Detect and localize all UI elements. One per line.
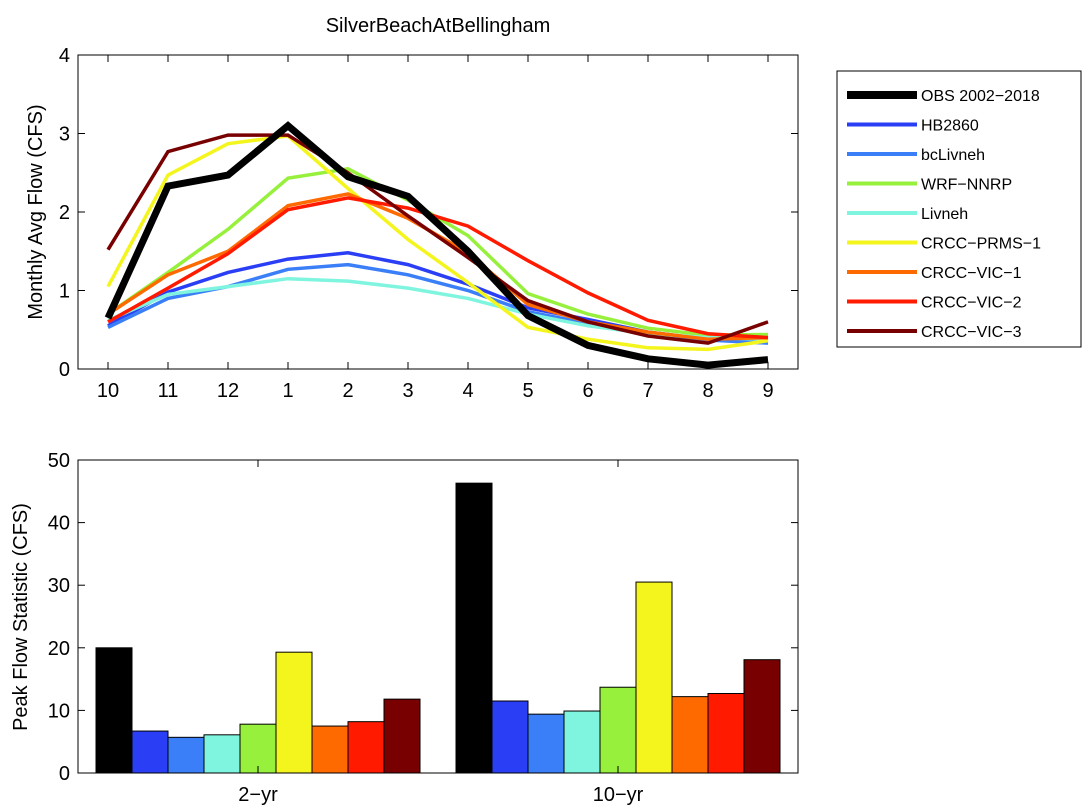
y-tick-label: 40: [48, 513, 70, 535]
legend-label-crcc-vic-2: CRCC−VIC−2: [921, 295, 1022, 312]
bar-bclivneh-2-yr: [167, 736, 205, 774]
bar-hb2860-2-yr: [131, 730, 169, 774]
top-plot-frame: [77, 54, 799, 370]
top-y-axis-label: Monthly Avg Flow (CFS): [25, 104, 47, 319]
y-tick-label: 0: [59, 763, 70, 785]
legend-label-livneh: Livneh: [921, 206, 968, 223]
y-tick-label: 1: [59, 281, 70, 303]
series-line-crcc-vic-3: [106, 133, 769, 345]
bar-livneh-10-yr: [563, 710, 601, 774]
bar-bclivneh-10-yr: [527, 713, 565, 774]
y-tick-label: 4: [59, 45, 70, 67]
y-tick-label: 10: [48, 700, 70, 722]
monthly-flow-chart: SilverBeachAtBellingham Monthly Avg Flow…: [25, 15, 799, 402]
bar-crcc-vic-2-10-yr: [707, 692, 745, 774]
x-tick-label: 10−yr: [593, 784, 644, 806]
legend-items: OBS 2002−2018 HB2860 bcLivneh WRF−NNRP Livne…: [847, 88, 1041, 341]
bottom-axes: 2−yr 10−yr 0 10 20 30 40 50: [48, 450, 798, 806]
y-tick-label: 0: [59, 359, 70, 381]
legend-label-bclivneh: bcLivneh: [921, 147, 985, 164]
legend-label-crcc-prms-1: CRCC−PRMS−1: [921, 236, 1041, 253]
bottom-bars: [95, 482, 781, 774]
x-tick-label: 4: [462, 380, 473, 402]
bar-crcc-prms-1-10-yr: [635, 581, 673, 774]
peak-flow-chart: Peak Flow Statistic (CFS) 2−yr 10−yr 0 10 20…: [10, 450, 799, 806]
series-line-obs-2002-2018: [104, 121, 769, 369]
x-tick-label: 10: [97, 380, 119, 402]
top-series-lines: [104, 121, 769, 369]
series-line-crcc-vic-2: [107, 196, 769, 340]
bar-obs-2002-2018-2-yr: [95, 647, 133, 774]
bar-crcc-vic-1-10-yr: [671, 696, 709, 774]
bar-crcc-vic-1-2-yr: [311, 725, 349, 774]
x-tick-label: 7: [642, 380, 653, 402]
legend-label-crcc-vic-1: CRCC−VIC−1: [921, 265, 1022, 282]
y-tick-label: 2: [59, 202, 70, 224]
series-line-crcc-prms-1: [106, 134, 769, 352]
x-tick-label: 2: [342, 380, 353, 402]
bar-wrf-nnrp-2-yr: [239, 723, 277, 774]
y-tick-label: 30: [48, 575, 70, 597]
x-tick-label: 3: [402, 380, 413, 402]
bottom-plot-frame: [77, 459, 799, 774]
x-tick-label: 11: [158, 380, 179, 402]
bar-obs-2002-2018-10-yr: [455, 482, 493, 774]
bar-crcc-vic-3-2-yr: [383, 698, 421, 774]
bottom-y-axis-label: Peak Flow Statistic (CFS): [10, 503, 32, 731]
x-tick-label: 2−yr: [238, 784, 278, 806]
legend-label-hb2860: HB2860: [921, 118, 979, 135]
legend-label-wrf-nnrp: WRF−NNRP: [921, 177, 1012, 194]
x-tick-label: 9: [762, 380, 773, 402]
x-tick-label: 12: [217, 380, 239, 402]
chart-title: SilverBeachAtBellingham: [326, 15, 551, 37]
bar-wrf-nnrp-10-yr: [599, 686, 637, 774]
y-tick-label: 50: [48, 450, 70, 472]
series-line-wrf-nnrp: [107, 166, 769, 337]
legend-label-crcc-vic-3: CRCC−VIC−3: [921, 324, 1022, 341]
bar-livneh-2-yr: [203, 734, 241, 774]
bar-crcc-vic-2-2-yr: [347, 721, 385, 774]
x-tick-label: 1: [282, 380, 293, 402]
x-tick-label: 5: [522, 380, 533, 402]
bar-crcc-prms-1-2-yr: [275, 651, 313, 774]
bar-crcc-vic-3-10-yr: [743, 659, 781, 774]
bar-hb2860-10-yr: [491, 700, 529, 774]
y-tick-label: 20: [48, 638, 70, 660]
x-tick-label: 6: [582, 380, 593, 402]
legend: OBS 2002−2018 HB2860 bcLivneh WRF−NNRP Livne…: [836, 70, 1082, 348]
x-tick-label: 8: [702, 380, 713, 402]
y-tick-label: 3: [59, 124, 70, 146]
legend-label-obs-2002-2018: OBS 2002−2018: [921, 88, 1040, 105]
